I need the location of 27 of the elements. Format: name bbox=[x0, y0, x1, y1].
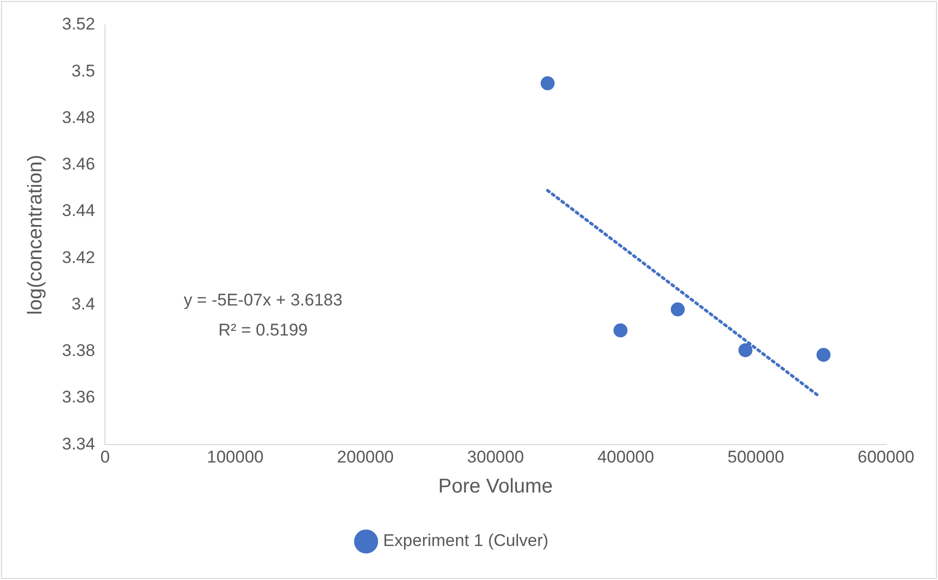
x-tick-label: 500000 bbox=[727, 447, 784, 466]
x-tick-label: 100000 bbox=[206, 447, 264, 466]
point bbox=[816, 348, 831, 362]
x-tick-label: 0 bbox=[100, 447, 110, 466]
annotation: R² = 0.5199 bbox=[218, 320, 308, 340]
y-axis-title: log(concentration) bbox=[24, 154, 47, 315]
annotation: y = -5E-07x + 3.6183 bbox=[184, 290, 342, 310]
x-tick-label: 200000 bbox=[337, 447, 394, 466]
y-tick-label: 3.48 bbox=[62, 108, 96, 127]
point bbox=[670, 302, 685, 316]
y-tick-label: 3.36 bbox=[62, 388, 96, 407]
point bbox=[738, 343, 752, 358]
point bbox=[613, 323, 628, 338]
x-axis-title: Pore Volume bbox=[438, 476, 553, 498]
y-tick-label: 3.46 bbox=[62, 154, 96, 174]
x-tick-label: 300000 bbox=[467, 447, 524, 466]
y-tick-label: 3.52 bbox=[62, 14, 96, 34]
x-tick-label: 400000 bbox=[597, 447, 654, 466]
y-tick-label: 3.4 bbox=[71, 294, 96, 314]
y-tick-label: 3.42 bbox=[62, 248, 96, 267]
point bbox=[540, 76, 555, 90]
x-tick-label: 600000 bbox=[858, 447, 914, 466]
y-tick-label: 3.34 bbox=[62, 434, 96, 454]
legend-label: Experiment 1 (Culver) bbox=[383, 531, 548, 550]
y-tick-label: 3.44 bbox=[62, 201, 96, 220]
y-tick-label: 3.38 bbox=[62, 341, 96, 360]
y-tick-label: 3.5 bbox=[71, 61, 96, 80]
